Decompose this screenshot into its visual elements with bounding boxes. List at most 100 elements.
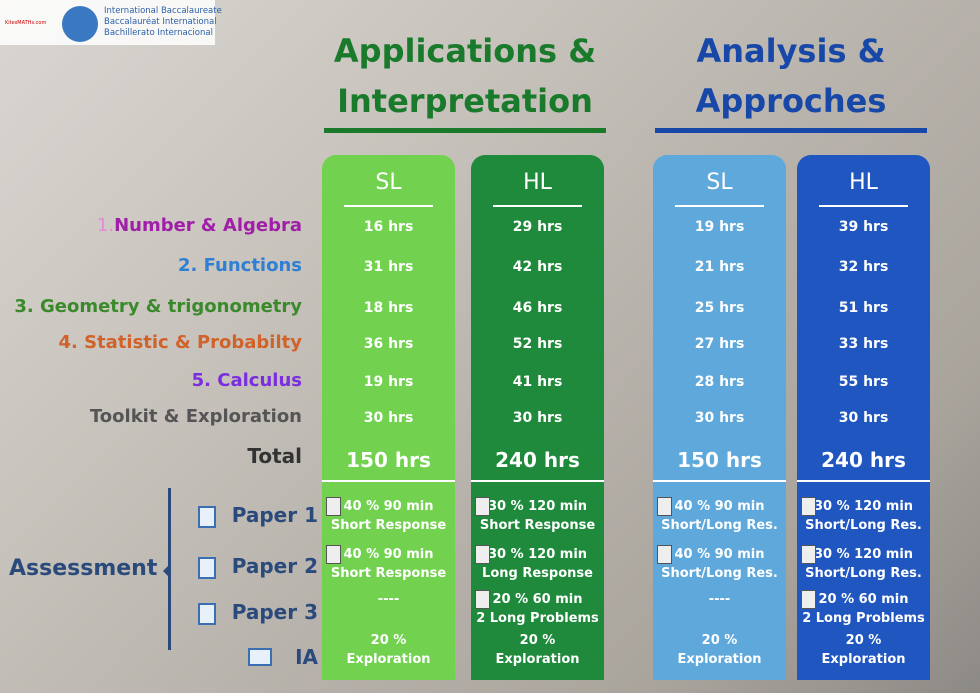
course-title: Analysis &	[696, 32, 886, 70]
hours: 25 hrs	[694, 300, 745, 316]
level-column	[653, 155, 786, 680]
assessment-detail: Long Response	[482, 566, 593, 581]
topic-name: Total	[247, 444, 302, 468]
calculator-icon	[801, 497, 816, 516]
assessment-item: Paper 3	[231, 600, 318, 624]
org-name: International Baccalaureate	[104, 6, 222, 16]
topic-name: Toolkit & Exploration	[89, 406, 302, 427]
topic-name: 2. Functions	[178, 255, 302, 276]
level-column	[471, 155, 604, 680]
org-name: Bachillerato Internacional	[104, 28, 213, 38]
assessment-detail: 40 % 90 min	[674, 499, 765, 514]
topic-label: 5. Calculus	[192, 370, 302, 391]
assessment-detail: 20 %	[701, 633, 738, 648]
assessment-detail: Short Response	[479, 518, 596, 533]
logo-bar	[0, 0, 215, 45]
hours: 30 hrs	[512, 410, 563, 426]
underline	[324, 128, 606, 133]
hours: 36 hrs	[363, 336, 414, 352]
topic-name: 4. Statistic & Probabilty	[58, 332, 302, 353]
hours: 150 hrs	[346, 448, 431, 472]
doc-icon	[198, 557, 216, 579]
topic-name: 5. Calculus	[191, 370, 302, 391]
assessment-detail: Exploration	[495, 652, 580, 667]
calculator-icon	[326, 497, 341, 516]
topic-label: Toolkit & Exploration	[90, 406, 302, 427]
course-title: Applications &	[333, 32, 597, 70]
topic-label: 1.Number & Algebra	[97, 215, 302, 236]
divider	[344, 205, 433, 207]
level-name: SL	[706, 170, 733, 195]
hours: 29 hrs	[512, 219, 563, 235]
hours: 33 hrs	[838, 336, 889, 352]
hours: 32 hrs	[838, 259, 889, 275]
hours: 30 hrs	[694, 410, 745, 426]
assessment-detail: 20 %	[370, 633, 407, 648]
assessment-detail: 30 % 120 min	[487, 547, 588, 562]
site-name: KitesMATHs.com	[5, 20, 47, 26]
level-name: SL	[375, 170, 402, 195]
calculator-icon	[475, 545, 490, 564]
topic-label: Total	[247, 444, 302, 468]
hours: 19 hrs	[694, 219, 745, 235]
assessment-detail: 20 % 60 min	[492, 592, 583, 607]
level-name: HL	[523, 170, 552, 195]
assessment-detail: 20 %	[519, 633, 556, 648]
level-name: HL	[849, 170, 878, 195]
hours: 27 hrs	[694, 336, 745, 352]
assessment-detail: 30 % 120 min	[813, 547, 914, 562]
assessment-detail: 30 % 120 min	[487, 499, 588, 514]
topic-label: 2. Functions	[178, 255, 302, 276]
calculator-icon	[475, 590, 490, 609]
hours: 51 hrs	[838, 300, 889, 316]
divider	[819, 205, 908, 207]
assessment-detail: ----	[377, 592, 400, 607]
hours: 41 hrs	[512, 374, 563, 390]
hours: 240 hrs	[495, 448, 580, 472]
hours: 28 hrs	[694, 374, 745, 390]
hours: 240 hrs	[821, 448, 906, 472]
divider	[493, 205, 582, 207]
hours: 150 hrs	[677, 448, 762, 472]
assessment-detail: 20 %	[845, 633, 882, 648]
assessment-item: IA	[295, 645, 318, 669]
hours: 52 hrs	[512, 336, 563, 352]
calculator-icon	[475, 497, 490, 516]
hours: 16 hrs	[363, 219, 414, 235]
hours: 55 hrs	[838, 374, 889, 390]
hours: 21 hrs	[694, 259, 745, 275]
topic-number: 1.	[96, 215, 115, 236]
assessment-detail: Exploration	[821, 652, 906, 667]
underline	[655, 128, 927, 133]
assessment-item: Paper 2	[231, 554, 318, 578]
assessment-detail: Short/Long Res.	[661, 566, 778, 581]
topic-label: 4. Statistic & Probabilty	[58, 332, 302, 353]
hours: 39 hrs	[838, 219, 889, 235]
doc-icon	[198, 506, 216, 528]
hours: 31 hrs	[363, 259, 414, 275]
level-column	[797, 155, 930, 680]
course-title: Interpretation	[337, 82, 593, 120]
calculator-icon	[657, 545, 672, 564]
assessment-detail: ----	[708, 592, 731, 607]
assessment-detail: 2 Long Problems	[476, 611, 599, 626]
topic-name: 3. Geometry & trigonometry	[14, 296, 302, 317]
assessment-detail: Short Response	[330, 518, 447, 533]
org-names: International Baccalaureate Baccalauréat …	[104, 6, 222, 39]
assessment-detail: 2 Long Problems	[802, 611, 925, 626]
ib-logo	[62, 6, 98, 42]
calculator-icon	[657, 497, 672, 516]
assessment-detail: Short/Long Res.	[805, 566, 922, 581]
assessment-title: Assessment	[9, 556, 158, 581]
divider	[797, 480, 930, 482]
hours: 30 hrs	[363, 410, 414, 426]
assessment-detail: 20 % 60 min	[818, 592, 909, 607]
course-title: Approches	[695, 82, 887, 120]
bracket-tip	[155, 563, 171, 579]
calculator-icon	[326, 545, 341, 564]
assessment-detail: Short/Long Res.	[661, 518, 778, 533]
assessment-detail: Exploration	[346, 652, 431, 667]
calculator-icon	[801, 590, 816, 609]
assessment-detail: 40 % 90 min	[674, 547, 765, 562]
